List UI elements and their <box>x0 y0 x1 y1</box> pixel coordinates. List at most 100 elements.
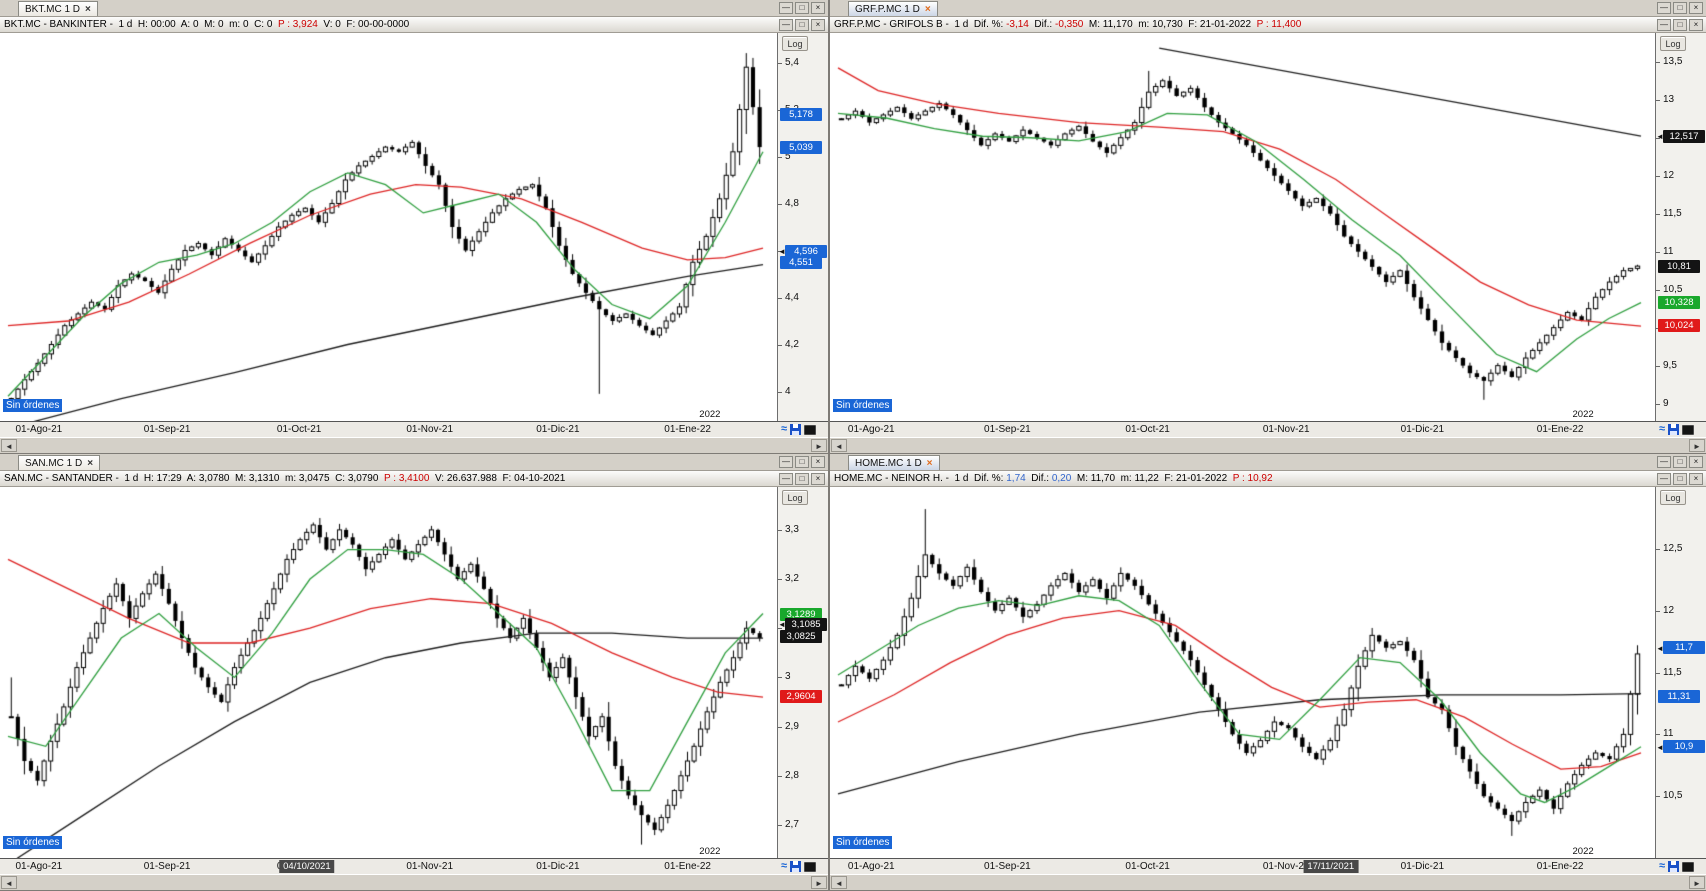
price-axis[interactable]: Log 12,5 12 11,5 11 10,5 ◄ 11,7 11,31 ◄ 10,9 <box>1656 487 1706 858</box>
tab-bkt[interactable]: BKT.MC 1 D × <box>18 1 98 16</box>
log-scale-button[interactable]: Log <box>782 36 808 51</box>
candlestick-chart[interactable]: Sin órdenes 2022 <box>0 487 778 858</box>
chart-window-home: HOME.MC 1 D × — □ × HOME.MC - NEINOR H. … <box>830 454 1706 891</box>
tab-close-icon[interactable]: × <box>924 3 931 15</box>
minimize-icon[interactable]: — <box>779 456 793 468</box>
candlestick-chart[interactable]: Sin órdenes 2022 <box>830 487 1656 858</box>
candlestick-chart[interactable]: Sin órdenes 2022 <box>830 33 1656 421</box>
close-icon[interactable]: × <box>811 473 825 485</box>
year-label: 2022 <box>1572 409 1594 420</box>
maximize-icon[interactable]: □ <box>1673 456 1687 468</box>
h-scrollbar[interactable]: ◄ ► <box>830 874 1706 890</box>
save-icon[interactable] <box>1668 861 1680 872</box>
h-scrollbar[interactable]: ◄ ► <box>830 437 1706 453</box>
price-tick-label: 9,5 <box>1656 360 1677 372</box>
date-label: 01-Dic-21 <box>1400 861 1445 872</box>
price-tick-label: 11 <box>1656 246 1673 258</box>
tab-san[interactable]: SAN.MC 1 D × <box>18 455 101 470</box>
maximize-icon[interactable]: □ <box>1673 2 1687 14</box>
window-controls: — □ × <box>779 19 825 31</box>
tab-grf[interactable]: GRF.P.MC 1 D × <box>848 1 938 16</box>
indicator-icon[interactable]: ≈ <box>781 423 788 435</box>
maximize-icon[interactable]: □ <box>1673 19 1687 31</box>
maximize-icon[interactable]: □ <box>795 2 809 14</box>
title-segment: P : 11,400 <box>1256 19 1302 30</box>
screen-icon[interactable] <box>1682 424 1695 435</box>
price-badge: 5,178 <box>780 108 822 122</box>
scroll-right-icon[interactable]: ► <box>1689 876 1705 889</box>
no-orders-badge: Sin órdenes <box>833 399 893 412</box>
close-icon[interactable]: × <box>811 19 825 31</box>
minimize-icon[interactable]: — <box>1657 456 1671 468</box>
log-scale-button[interactable]: Log <box>1660 36 1686 51</box>
candles-canvas <box>0 487 777 858</box>
price-axis[interactable]: Log 5,45,254,84,64,44,245,1785,039◄4,596… <box>778 33 828 421</box>
h-scrollbar[interactable]: ◄ ► <box>0 874 828 890</box>
save-icon[interactable] <box>1668 424 1680 435</box>
candlestick-chart[interactable]: Sin órdenes 2022 <box>0 33 778 421</box>
price-axis[interactable]: Log 13,51312,51211,51110,5109,59◄12,5171… <box>1656 33 1706 421</box>
price-tick-label: 10,5 <box>1656 284 1682 296</box>
window-controls: — □ × <box>779 473 825 485</box>
title-segment: P : 3,4100 <box>384 473 430 484</box>
indicator-icon[interactable]: ≈ <box>1659 423 1666 435</box>
minimize-icon[interactable]: — <box>779 19 793 31</box>
log-scale-button[interactable]: Log <box>1660 490 1686 505</box>
save-icon[interactable] <box>790 424 802 435</box>
scroll-left-icon[interactable]: ◄ <box>831 876 847 889</box>
scroll-right-icon[interactable]: ► <box>811 876 827 889</box>
price-tick-label: 11,5 <box>1656 667 1682 679</box>
title-segment: SAN.MC - SANTANDER - 1 d H: 17:29 A: 3,0… <box>4 473 384 484</box>
price-tick-label: 10,5 <box>1656 790 1682 802</box>
close-icon[interactable]: × <box>1689 473 1703 485</box>
close-icon[interactable]: × <box>1689 2 1703 14</box>
close-icon[interactable]: × <box>811 2 825 14</box>
price-badge: 11,31 <box>1658 689 1700 703</box>
scroll-left-icon[interactable]: ◄ <box>831 439 847 452</box>
tab-home[interactable]: HOME.MC 1 D × <box>848 455 940 470</box>
title-segment: GRF.P.MC - GRIFOLS B - 1 d Dif. %: <box>834 19 1007 30</box>
screen-icon[interactable] <box>804 861 817 872</box>
window-controls: — □ × <box>1657 19 1703 31</box>
minimize-icon[interactable]: — <box>1657 473 1671 485</box>
screen-icon[interactable] <box>1682 861 1695 872</box>
minimize-icon[interactable]: — <box>1657 19 1671 31</box>
date-label: 01-Dic-21 <box>1400 424 1445 435</box>
scroll-right-icon[interactable]: ► <box>1689 439 1705 452</box>
tab-close-icon[interactable]: × <box>926 457 933 469</box>
price-badge: 12,517 <box>1663 129 1705 143</box>
price-tick-label: 13 <box>1656 94 1674 106</box>
price-axis[interactable]: Log 3,33,23,132,92,82,73,1289◄3,10853,08… <box>778 487 828 858</box>
window-controls: — □ × <box>779 456 825 468</box>
indicator-icon[interactable]: ≈ <box>1659 860 1666 872</box>
close-icon[interactable]: × <box>1689 456 1703 468</box>
maximize-icon[interactable]: □ <box>795 456 809 468</box>
tab-bar: HOME.MC 1 D × — □ × <box>830 454 1706 471</box>
screen-icon[interactable] <box>804 424 817 435</box>
scroll-left-icon[interactable]: ◄ <box>1 876 17 889</box>
tab-close-icon[interactable]: × <box>85 3 91 15</box>
scroll-right-icon[interactable]: ► <box>811 439 827 452</box>
minimize-icon[interactable]: — <box>779 473 793 485</box>
time-axis[interactable]: 01-Ago-2101-Sep-2101-Oct-2101-Nov-2101-D… <box>0 859 778 874</box>
indicator-icon[interactable]: ≈ <box>781 860 788 872</box>
maximize-icon[interactable]: □ <box>1673 473 1687 485</box>
save-icon[interactable] <box>790 861 802 872</box>
minimize-icon[interactable]: — <box>779 2 793 14</box>
price-tick-label: 12 <box>1656 170 1674 182</box>
h-scrollbar[interactable]: ◄ ► <box>0 437 828 453</box>
scroll-left-icon[interactable]: ◄ <box>1 439 17 452</box>
tab-close-icon[interactable]: × <box>87 457 94 469</box>
minimize-icon[interactable]: — <box>1657 2 1671 14</box>
maximize-icon[interactable]: □ <box>795 473 809 485</box>
log-scale-button[interactable]: Log <box>782 490 808 505</box>
close-icon[interactable]: × <box>1689 19 1703 31</box>
close-icon[interactable]: × <box>811 456 825 468</box>
maximize-icon[interactable]: □ <box>795 19 809 31</box>
price-tick-label: 4,4 <box>778 292 799 304</box>
price-marker-arrow-icon: ◄ <box>778 620 786 630</box>
chart-window-bkt: BKT.MC 1 D × — □ × BKT.MC - BANKINTER - … <box>0 0 830 454</box>
